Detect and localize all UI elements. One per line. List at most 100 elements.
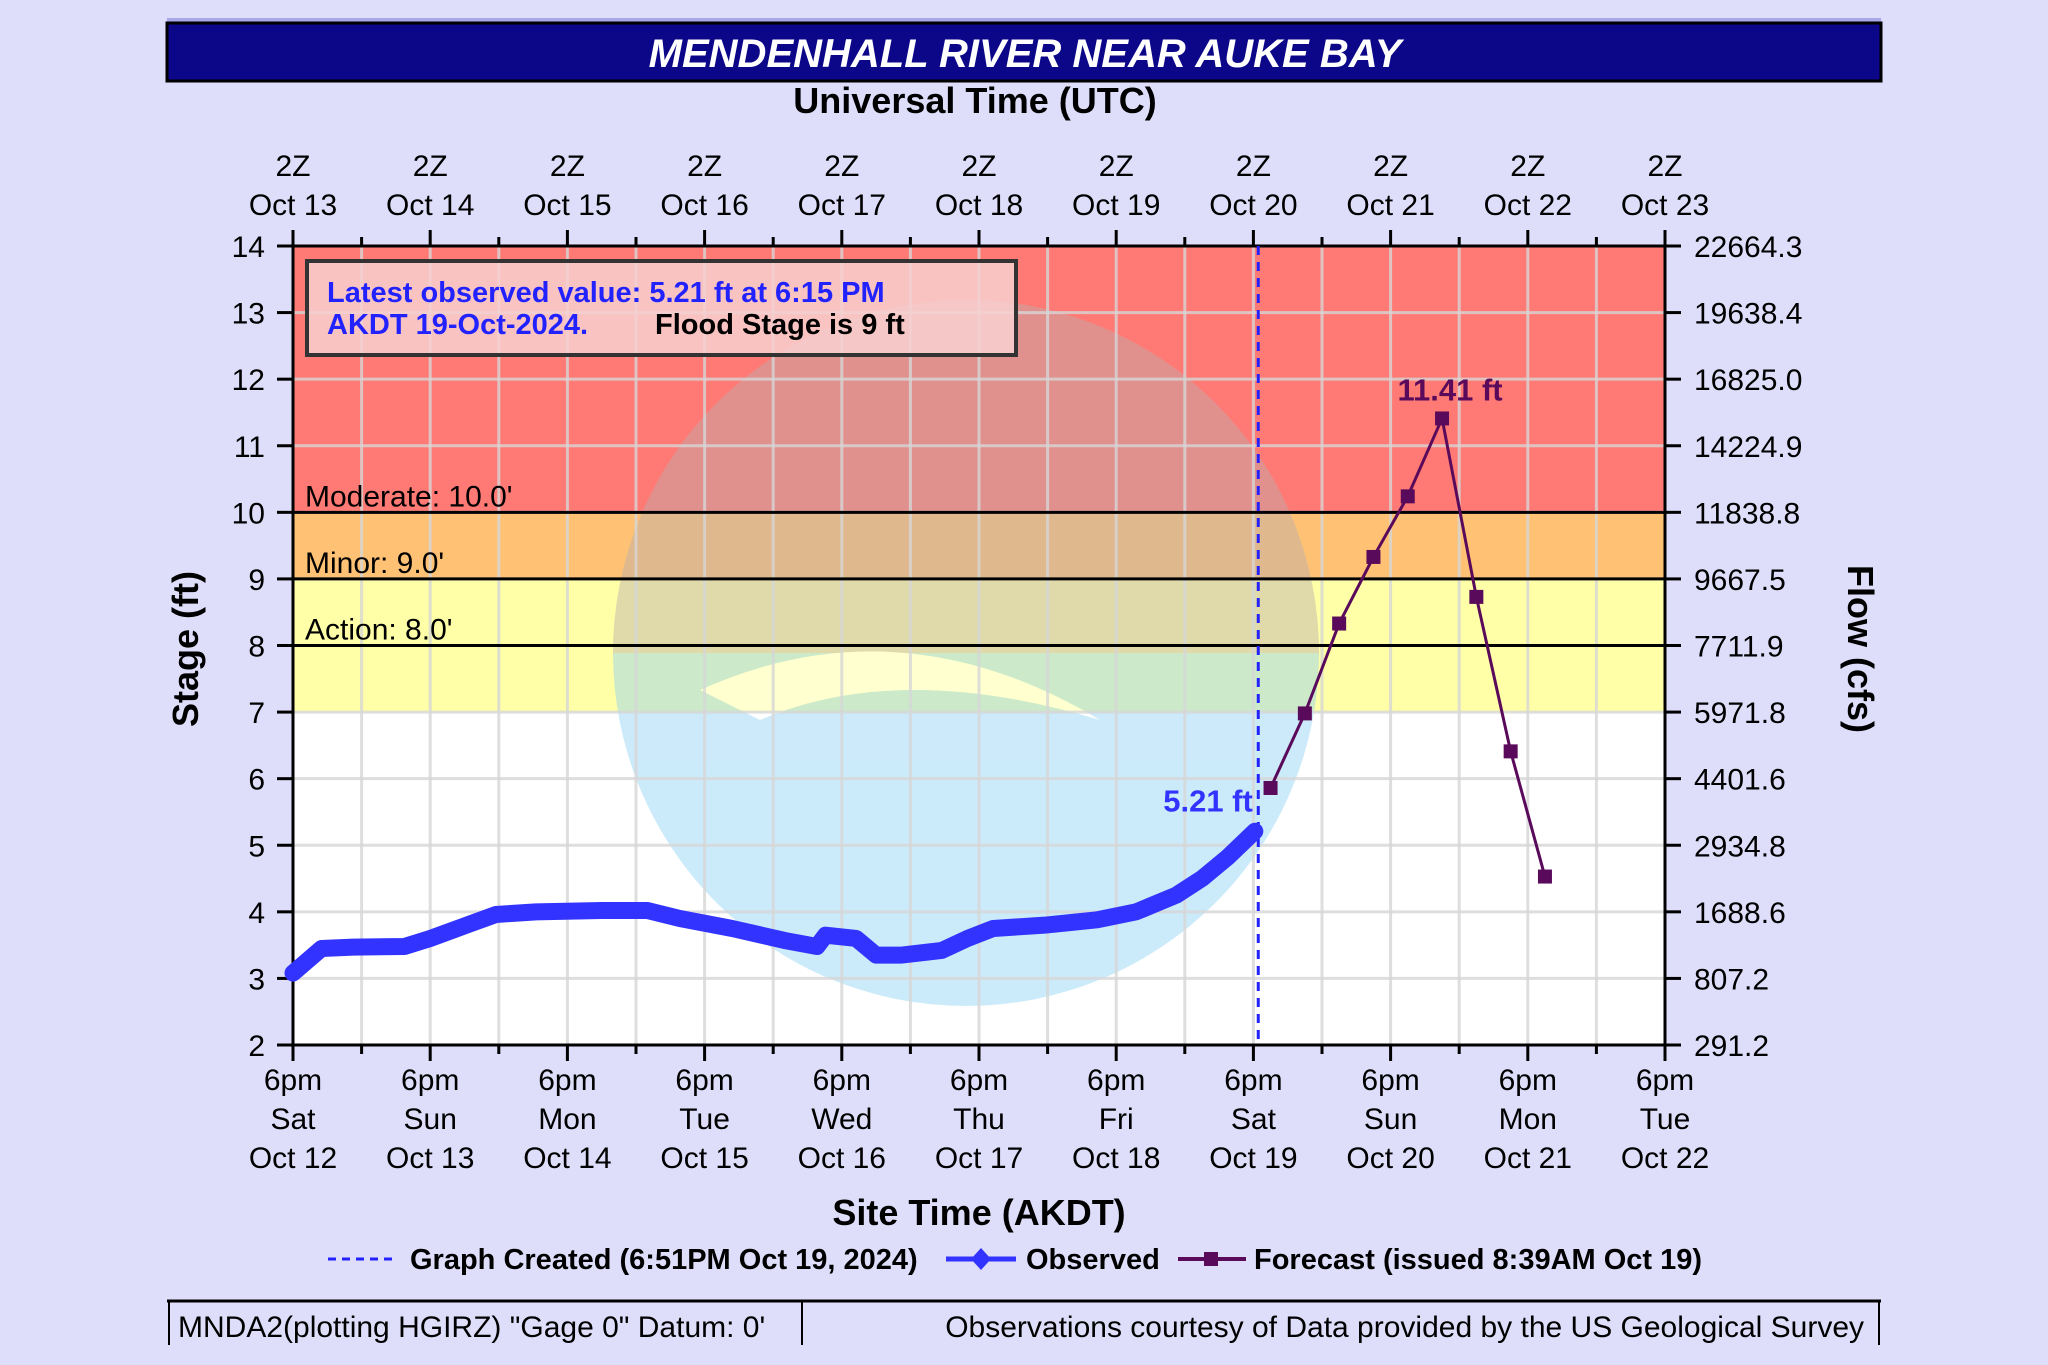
observed-point — [854, 936, 859, 941]
forecast-point — [1469, 589, 1484, 604]
top-tick-label: Oct 23 — [1621, 189, 1709, 222]
top-tick-label: 2Z — [413, 150, 448, 183]
y2-tick-label: 22664.3 — [1694, 231, 1802, 264]
x-tick-label: Oct 21 — [1484, 1142, 1572, 1175]
x-tick-label: 6pm — [1636, 1064, 1694, 1097]
x-axis-title: Site Time (AKDT) — [832, 1192, 1125, 1233]
x-tick-label: 6pm — [1361, 1064, 1419, 1097]
y-tick-label: 9 — [248, 564, 265, 597]
observed-point — [991, 926, 996, 931]
observed-point — [1042, 923, 1047, 928]
observed-point — [468, 921, 473, 926]
x-tick-label: Tue — [679, 1103, 730, 1136]
observed-point — [782, 938, 787, 943]
observed-point — [402, 944, 407, 949]
x-tick-label: Oct 12 — [249, 1142, 337, 1175]
y2-tick-label: 1688.6 — [1694, 897, 1786, 930]
observed-point — [1252, 829, 1257, 834]
forecast-point — [1537, 869, 1552, 884]
y-tick-label: 12 — [232, 364, 265, 397]
observed-point — [1225, 855, 1230, 860]
y2-tick-label: 11838.8 — [1694, 497, 1800, 530]
y-axis-title: Stage (ft) — [165, 571, 206, 727]
threshold-label: Moderate: 10.0' — [305, 480, 513, 513]
x-tick-label: Mon — [538, 1103, 596, 1136]
info-latest-observed: Latest observed value: 5.21 ft at 6:15 P… — [327, 277, 885, 309]
x-tick-label: 6pm — [401, 1064, 459, 1097]
footer: MNDA2(plotting HGIRZ) "Gage 0" Datum: 0'… — [167, 1299, 1881, 1345]
x-tick-label: Thu — [953, 1103, 1005, 1136]
top-tick-label: Oct 17 — [798, 189, 886, 222]
info-observed-date: AKDT 19-Oct-2024. — [327, 309, 588, 341]
y2-tick-label: 4401.6 — [1694, 764, 1786, 797]
chart-title: MENDENHALL RIVER NEAR AUKE BAY — [649, 32, 1405, 76]
observed-point — [874, 953, 879, 958]
x-tick-label: Oct 20 — [1346, 1142, 1434, 1175]
observed-point — [351, 945, 356, 950]
observed-point — [493, 912, 498, 917]
y-tick-label: 6 — [248, 764, 265, 797]
x-tick-label: Oct 14 — [523, 1142, 611, 1175]
legend: Graph Created (6:51PM Oct 19, 2024) Obse… — [328, 1244, 1702, 1276]
observed-point — [533, 909, 538, 914]
observed-point — [939, 948, 944, 953]
legend-observed: Observed — [1026, 1244, 1160, 1276]
top-tick-label: 2Z — [1647, 150, 1682, 183]
y-tick-label: 13 — [232, 298, 265, 331]
top-tick-label: 2Z — [1373, 150, 1408, 183]
observed-point — [1174, 893, 1179, 898]
top-tick-label: Oct 19 — [1072, 189, 1160, 222]
legend-forecast: Forecast (issued 8:39AM Oct 19) — [1254, 1244, 1702, 1276]
x-tick-label: 6pm — [1087, 1064, 1145, 1097]
footer-datum: MNDA2(plotting HGIRZ) "Gage 0" Datum: 0' — [178, 1311, 765, 1344]
y2-tick-label: 291.2 — [1694, 1030, 1769, 1063]
observed-latest-label: 5.21 ft — [1163, 783, 1253, 818]
observed-point — [645, 908, 650, 913]
x-tick-label: 6pm — [264, 1064, 322, 1097]
observed-point — [1095, 917, 1100, 922]
x-tick-label: Oct 18 — [1072, 1142, 1160, 1175]
x-tick-label: 6pm — [950, 1064, 1008, 1097]
observed-point — [823, 933, 828, 938]
threshold-label: Action: 8.0' — [305, 614, 452, 647]
y-tick-label: 7 — [248, 697, 265, 730]
forecast-point — [1263, 780, 1278, 795]
top-tick-label: 2Z — [275, 150, 310, 183]
x-tick-label: Mon — [1499, 1103, 1557, 1136]
forecast-peak-label: 11.41 ft — [1397, 372, 1502, 407]
y2-tick-label: 19638.4 — [1694, 298, 1802, 331]
top-tick-label: Oct 14 — [386, 189, 474, 222]
x-tick-label: Sun — [404, 1103, 457, 1136]
y-tick-label: 8 — [248, 631, 265, 664]
y-tick-label: 2 — [248, 1030, 265, 1063]
x-tick-label: Oct 13 — [386, 1142, 474, 1175]
x-tick-label: 6pm — [813, 1064, 871, 1097]
top-tick-label: Oct 22 — [1484, 189, 1572, 222]
y2-tick-label: 7711.9 — [1694, 631, 1784, 664]
observed-point — [1134, 909, 1139, 914]
top-tick-label: 2Z — [961, 150, 996, 183]
y-tick-label: 5 — [248, 830, 265, 863]
top-tick-label: Oct 16 — [660, 189, 748, 222]
observed-point — [291, 971, 295, 976]
y2-tick-label: 5971.8 — [1694, 697, 1786, 730]
y2-tick-label: 16825.0 — [1694, 364, 1802, 397]
x-tick-label: Oct 17 — [935, 1142, 1023, 1175]
y-tick-label: 14 — [232, 231, 265, 264]
title-bar — [165, 21, 1883, 83]
noaa-watermark-logo — [613, 300, 1319, 1006]
top-tick-label: Oct 18 — [935, 189, 1023, 222]
top-tick-label: 2Z — [1510, 150, 1545, 183]
top-tick-label: Oct 15 — [523, 189, 611, 222]
y-tick-label: 4 — [248, 897, 265, 930]
x-tick-label: Oct 22 — [1621, 1142, 1709, 1175]
observed-point — [677, 916, 682, 921]
x-tick-label: Wed — [811, 1103, 872, 1136]
y2-axis-title: Flow (cfs) — [1840, 565, 1881, 733]
y2-tick-label: 807.2 — [1694, 963, 1769, 996]
y-tick-label: 10 — [232, 497, 265, 530]
observed-line — [284, 822, 1264, 982]
forecast-point — [1297, 706, 1312, 721]
x-tick-label: Sun — [1364, 1103, 1417, 1136]
y-tick-label: 3 — [248, 963, 265, 996]
